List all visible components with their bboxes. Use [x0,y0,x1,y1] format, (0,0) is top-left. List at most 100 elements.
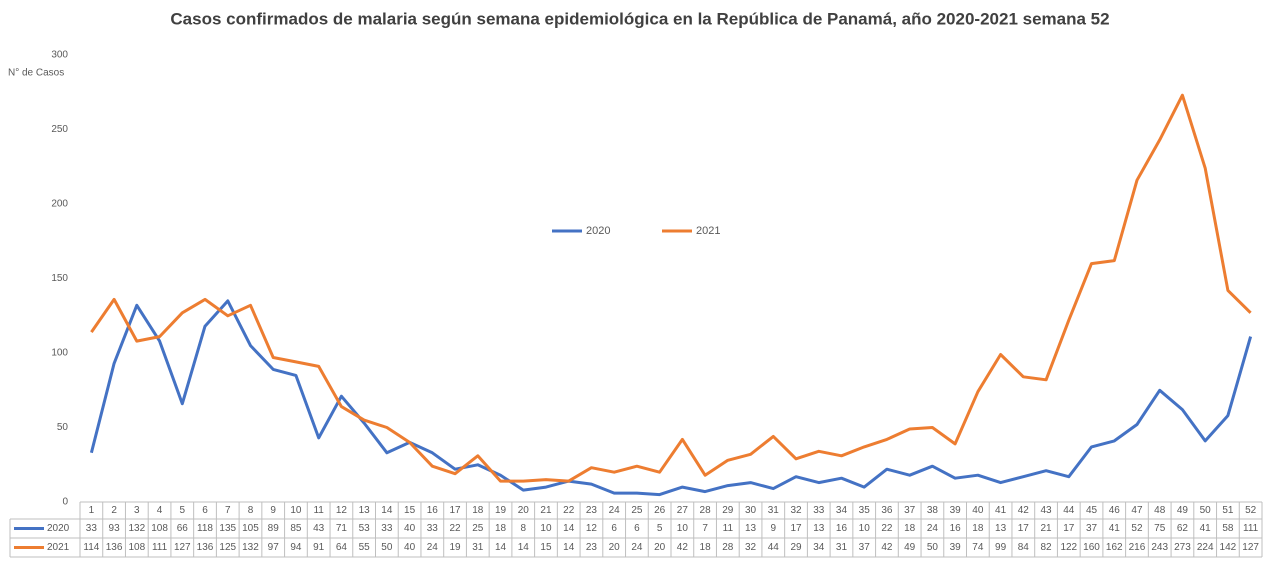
table-cell: 9 [771,523,777,534]
table-cell: 82 [1040,542,1052,553]
table-cell: 18 [904,523,916,534]
table-cell: 44 [768,542,780,553]
table-cell: 14 [495,542,507,553]
x-tick-label: 15 [404,505,416,516]
table-cell: 28 [722,542,734,553]
table-cell: 16 [836,523,848,534]
table-cell: 162 [1106,542,1123,553]
table-cell: 20 [609,542,621,553]
x-tick-label: 4 [157,505,163,516]
x-tick-label: 6 [202,505,208,516]
table-cell: 243 [1151,542,1168,553]
x-tick-label: 16 [427,505,439,516]
chart-title: Casos confirmados de malaria según seman… [170,9,1109,28]
table-cell: 114 [83,542,99,553]
x-tick-label: 1 [89,505,95,516]
x-tick-label: 44 [1063,505,1075,516]
table-cell: 11 [723,523,734,534]
table-cell: 118 [197,523,213,534]
x-tick-label: 26 [654,505,666,516]
table-cell: 8 [520,523,526,534]
legend-label: 2020 [586,225,610,237]
table-cell: 108 [128,542,145,553]
x-tick-label: 28 [700,505,712,516]
y-axis-label: N° de Casos [8,68,64,79]
x-tick-label: 48 [1154,505,1166,516]
table-cell: 18 [972,523,984,534]
table-cell: 132 [242,542,259,553]
table-cell: 135 [219,523,236,534]
table-cell: 55 [359,542,371,553]
x-tick-label: 42 [1018,505,1030,516]
table-cell: 21 [1040,523,1052,534]
table-cell: 216 [1129,542,1146,553]
table-cell: 24 [427,542,439,553]
x-tick-label: 9 [270,505,276,516]
table-cell: 17 [790,523,802,534]
table-cell: 32 [745,542,757,553]
x-tick-label: 22 [563,505,575,516]
table-cell: 62 [1177,523,1189,534]
table-cell: 15 [540,542,552,553]
x-tick-label: 2 [111,505,117,516]
table-cell: 23 [586,542,598,553]
x-tick-label: 12 [336,505,348,516]
table-cell: 22 [449,523,461,534]
table-cell: 74 [972,542,984,553]
table-cell: 12 [586,523,598,534]
x-tick-label: 3 [134,505,140,516]
table-cell: 14 [518,542,530,553]
table-cell: 127 [174,542,191,553]
x-tick-label: 24 [609,505,621,516]
table-cell: 111 [1243,523,1259,534]
table-cell: 111 [152,542,168,553]
table-cell: 91 [313,542,325,553]
table-cell: 13 [995,523,1007,534]
table-cell: 6 [634,523,640,534]
table-cell: 122 [1060,542,1077,553]
x-tick-label: 49 [1177,505,1189,516]
x-tick-label: 20 [518,505,530,516]
table-cell: 84 [1018,542,1030,553]
x-tick-label: 45 [1086,505,1098,516]
x-tick-label: 23 [586,505,598,516]
table-cell: 58 [1222,523,1234,534]
table-cell: 41 [1200,523,1212,534]
table-cell: 10 [859,523,871,534]
table-cell: 160 [1083,542,1100,553]
table-cell: 17 [1018,523,1030,534]
table-cell: 66 [177,523,189,534]
table-cell: 71 [336,523,348,534]
table-cell: 75 [1154,523,1166,534]
table-row-label: 2021 [47,542,70,553]
table-cell: 127 [1242,542,1259,553]
x-tick-label: 10 [290,505,302,516]
table-cell: 24 [927,523,939,534]
table-cell: 19 [449,542,461,553]
x-tick-label: 14 [381,505,393,516]
x-tick-label: 51 [1222,505,1234,516]
x-tick-label: 8 [248,505,254,516]
table-cell: 40 [404,542,416,553]
x-tick-label: 11 [313,505,324,516]
x-tick-label: 30 [745,505,757,516]
table-cell: 29 [790,542,802,553]
x-tick-label: 5 [180,505,186,516]
table-cell: 33 [381,523,393,534]
table-cell: 64 [336,542,348,553]
table-cell: 18 [700,542,712,553]
x-tick-label: 31 [768,505,780,516]
table-cell: 20 [654,542,666,553]
table-cell: 13 [745,523,757,534]
table-cell: 49 [904,542,916,553]
x-tick-label: 46 [1109,505,1121,516]
table-cell: 50 [381,542,393,553]
x-tick-label: 18 [472,505,484,516]
table-cell: 142 [1220,542,1237,553]
table-cell: 25 [472,523,484,534]
x-tick-label: 21 [540,505,552,516]
table-cell: 52 [1131,523,1143,534]
table-cell: 136 [106,542,123,553]
table-cell: 40 [404,523,416,534]
x-tick-label: 34 [836,505,848,516]
